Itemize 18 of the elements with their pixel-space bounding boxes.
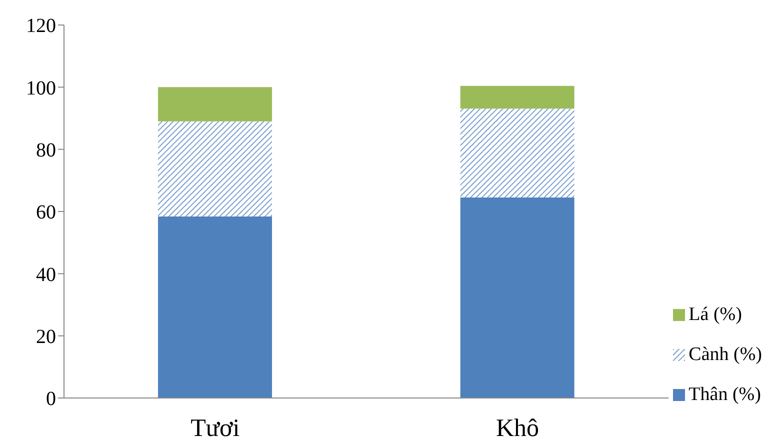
- bar: [158, 216, 272, 398]
- y-tick-label: 120: [26, 15, 56, 38]
- bar: [158, 87, 272, 122]
- legend-label: Lá (%): [688, 304, 742, 326]
- y-tick-label: 100: [26, 77, 56, 100]
- legend-label: Thân (%): [688, 384, 761, 406]
- y-tick-label: 60: [36, 202, 56, 224]
- bar: [460, 198, 574, 398]
- y-tick-label: 40: [36, 264, 56, 286]
- legend-label: Cành (%): [688, 344, 762, 366]
- bar: [460, 86, 574, 109]
- bar: [460, 108, 574, 198]
- bar: [158, 121, 272, 216]
- x-tick-label: Tươi: [190, 414, 240, 442]
- y-tick-label: 80: [36, 139, 56, 162]
- y-tick-label: 20: [36, 326, 56, 348]
- y-tick-label: 0: [46, 388, 56, 410]
- x-tick-label: Khô: [496, 414, 540, 442]
